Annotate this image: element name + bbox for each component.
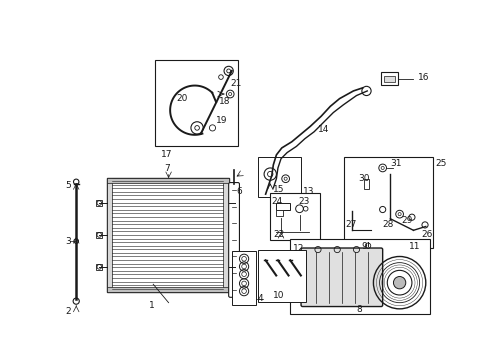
Text: 18: 18: [219, 97, 230, 106]
Bar: [154, 60, 238, 147]
Bar: [344, 157, 432, 248]
Bar: [223, 178, 228, 292]
Bar: [257, 249, 305, 302]
Bar: [384, 76, 394, 82]
Text: 2: 2: [65, 307, 71, 316]
Bar: [96, 264, 102, 270]
Text: 10: 10: [272, 291, 284, 300]
Text: 24: 24: [271, 197, 283, 206]
Text: 16: 16: [417, 73, 429, 82]
Bar: [276, 203, 290, 210]
Text: 9: 9: [360, 242, 366, 251]
Bar: [96, 232, 102, 238]
Text: 21: 21: [230, 79, 241, 88]
Bar: [107, 178, 228, 292]
Bar: [380, 72, 397, 85]
Text: 27: 27: [345, 220, 356, 229]
Bar: [276, 210, 282, 216]
Text: 30: 30: [357, 174, 369, 183]
Text: 13: 13: [302, 186, 313, 195]
Text: 22: 22: [273, 230, 284, 239]
Text: 25: 25: [434, 159, 446, 168]
Bar: [107, 178, 112, 292]
Text: 23: 23: [297, 197, 309, 206]
Text: 4: 4: [257, 294, 263, 303]
FancyBboxPatch shape: [301, 248, 382, 306]
Text: 12: 12: [293, 243, 304, 252]
Text: 31: 31: [389, 159, 401, 168]
Text: 1: 1: [148, 301, 154, 310]
Bar: [364, 179, 368, 189]
FancyBboxPatch shape: [228, 183, 239, 297]
Text: 7: 7: [163, 164, 169, 173]
Bar: [96, 200, 102, 206]
Text: 11: 11: [408, 242, 420, 251]
Text: 20: 20: [176, 94, 187, 103]
Text: 6: 6: [236, 186, 242, 195]
Text: 28: 28: [382, 220, 393, 229]
Bar: [231, 251, 256, 305]
Bar: [257, 157, 301, 197]
Bar: [107, 287, 228, 292]
Text: 3: 3: [65, 237, 71, 246]
Text: 29: 29: [400, 216, 412, 225]
Text: 19: 19: [216, 116, 227, 125]
Text: 17: 17: [161, 149, 172, 158]
Text: 8: 8: [356, 305, 362, 314]
Circle shape: [393, 276, 405, 289]
Text: 26: 26: [420, 230, 432, 239]
Bar: [290, 239, 429, 314]
Bar: [107, 178, 228, 183]
Text: 5: 5: [65, 181, 71, 190]
Text: 14: 14: [317, 125, 329, 134]
Bar: [270, 193, 319, 239]
Text: 15: 15: [273, 185, 284, 194]
